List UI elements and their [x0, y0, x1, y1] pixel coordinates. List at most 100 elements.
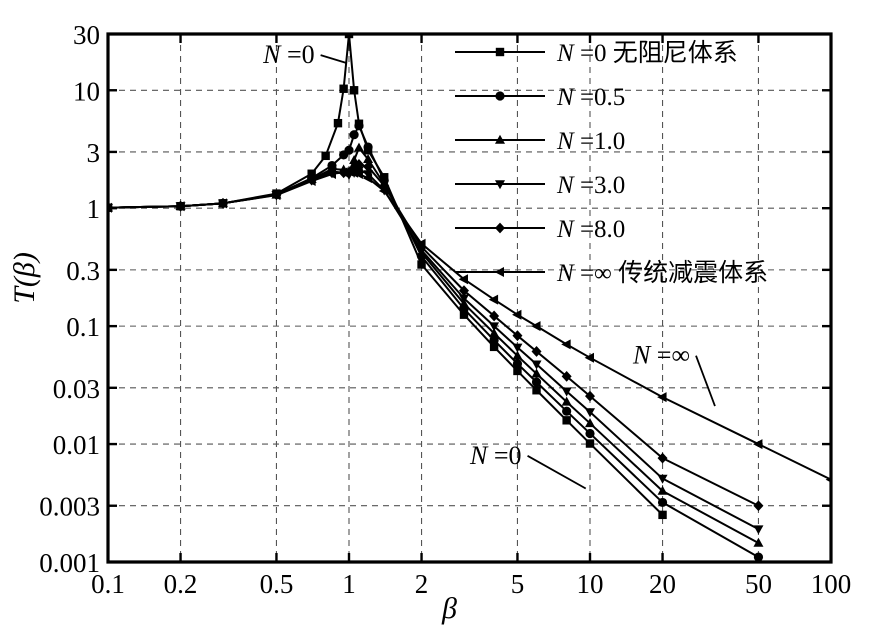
- x-axis-title: β: [441, 592, 457, 625]
- legend-label: N =8.0: [556, 216, 625, 243]
- data-point: [489, 342, 499, 352]
- legend-item-6[interactable]: N =∞ 传统减震体系: [455, 259, 768, 287]
- data-point: [585, 408, 595, 418]
- data-point: [488, 294, 499, 305]
- data-point: [512, 309, 522, 320]
- data-point: [339, 84, 348, 93]
- legend-marker: [494, 267, 504, 277]
- data-point: [585, 439, 595, 448]
- data-point: [363, 161, 374, 173]
- y-tick-label: 0.001: [39, 548, 100, 578]
- data-point: [379, 180, 390, 192]
- legend-item-1[interactable]: N =0 无阻尼体系: [455, 39, 738, 67]
- data-point: [417, 260, 426, 269]
- legend-label: N =3.0: [556, 172, 625, 199]
- data-point: [657, 392, 667, 403]
- x-tick-label: 1: [342, 569, 356, 599]
- data-point: [326, 168, 336, 179]
- data-point: [585, 418, 595, 428]
- x-tick-label: 0.2: [164, 569, 198, 599]
- data-point: [753, 537, 764, 547]
- data-point: [562, 416, 571, 425]
- data-point: [344, 145, 354, 155]
- data-point: [458, 274, 468, 285]
- annotation-leader-line: [527, 455, 587, 490]
- y-axis-title: T(β): [8, 252, 41, 304]
- data-point: [354, 121, 364, 131]
- x-tick-label: 10: [577, 569, 604, 599]
- data-point: [363, 154, 374, 164]
- data-point: [561, 387, 572, 397]
- data-point: [343, 166, 353, 177]
- data-point: [333, 118, 343, 128]
- data-point: [353, 142, 364, 152]
- data-point: [459, 310, 469, 319]
- data-point: [458, 285, 469, 297]
- legend-marker: [495, 91, 505, 101]
- data-point: [512, 330, 523, 342]
- data-point: [378, 185, 389, 196]
- data-point: [753, 439, 763, 450]
- y-tick-label: 0.03: [53, 374, 100, 404]
- data-point: [753, 525, 764, 535]
- data-point: [562, 406, 572, 416]
- data-point: [271, 190, 281, 201]
- y-tick-label: 10: [73, 76, 100, 106]
- annotations: N =0 N =∞ N =0: [262, 40, 716, 490]
- legend-label: N =1.0: [556, 128, 625, 155]
- legend-item-5[interactable]: N =8.0: [455, 216, 625, 243]
- legend-item-3[interactable]: N =1.0: [455, 128, 625, 155]
- legend-label: N =0.5: [556, 84, 625, 111]
- data-point: [489, 322, 500, 332]
- data-point: [512, 343, 523, 353]
- data-point: [512, 359, 523, 369]
- legend-marker: [495, 47, 505, 57]
- data-point: [353, 168, 363, 179]
- data-point: [362, 173, 373, 184]
- data-point: [489, 328, 500, 338]
- legend-label: N =∞ 传统减震体系: [556, 259, 768, 287]
- data-point: [363, 170, 374, 180]
- x-tick-label: 20: [649, 569, 676, 599]
- x-tick-label: 50: [745, 569, 772, 599]
- data-point: [363, 142, 373, 152]
- data-point: [306, 176, 316, 187]
- x-tick-label: 2: [415, 569, 429, 599]
- series-line: [108, 170, 831, 481]
- data-point: [657, 485, 668, 495]
- y-tick-label: 0.01: [53, 430, 100, 460]
- data-point: [585, 428, 595, 439]
- legend-item-2[interactable]: N =0.5: [455, 84, 625, 111]
- data-point: [353, 159, 364, 170]
- data-point: [489, 310, 500, 322]
- data-point: [416, 241, 427, 253]
- series-5: [108, 159, 764, 512]
- data-point: [348, 167, 359, 178]
- data-point: [657, 474, 668, 484]
- data-point: [531, 346, 542, 357]
- x-tick-label: 0.1: [91, 569, 125, 599]
- y-tick-label: 0.3: [66, 256, 100, 286]
- y-tick-label: 0.1: [66, 312, 100, 342]
- data-point: [753, 500, 764, 512]
- x-tick-label: 0.5: [260, 569, 294, 599]
- legend: N =0 无阻尼体系 N =0.5 N =1.0 N =3.0 N =8.0 N =∞ 传…: [455, 39, 768, 287]
- legend-label: N =0 无阻尼体系: [556, 39, 738, 67]
- legend-item-4[interactable]: N =3.0: [455, 172, 625, 199]
- legend-marker: [495, 134, 505, 144]
- y-tick-label: 1: [87, 194, 101, 224]
- data-point: [585, 390, 595, 402]
- y-tick-label: 3: [87, 138, 101, 168]
- data-point: [561, 370, 572, 382]
- x-tick-label: 100: [811, 569, 852, 599]
- data-point: [416, 238, 426, 249]
- annotation-label: N =∞: [632, 341, 690, 370]
- data-point: [513, 366, 522, 376]
- legend-marker: [495, 180, 505, 190]
- series-6: [108, 166, 831, 483]
- annotation-leader-line: [695, 355, 716, 407]
- data-point: [458, 294, 469, 304]
- data-point: [584, 352, 594, 363]
